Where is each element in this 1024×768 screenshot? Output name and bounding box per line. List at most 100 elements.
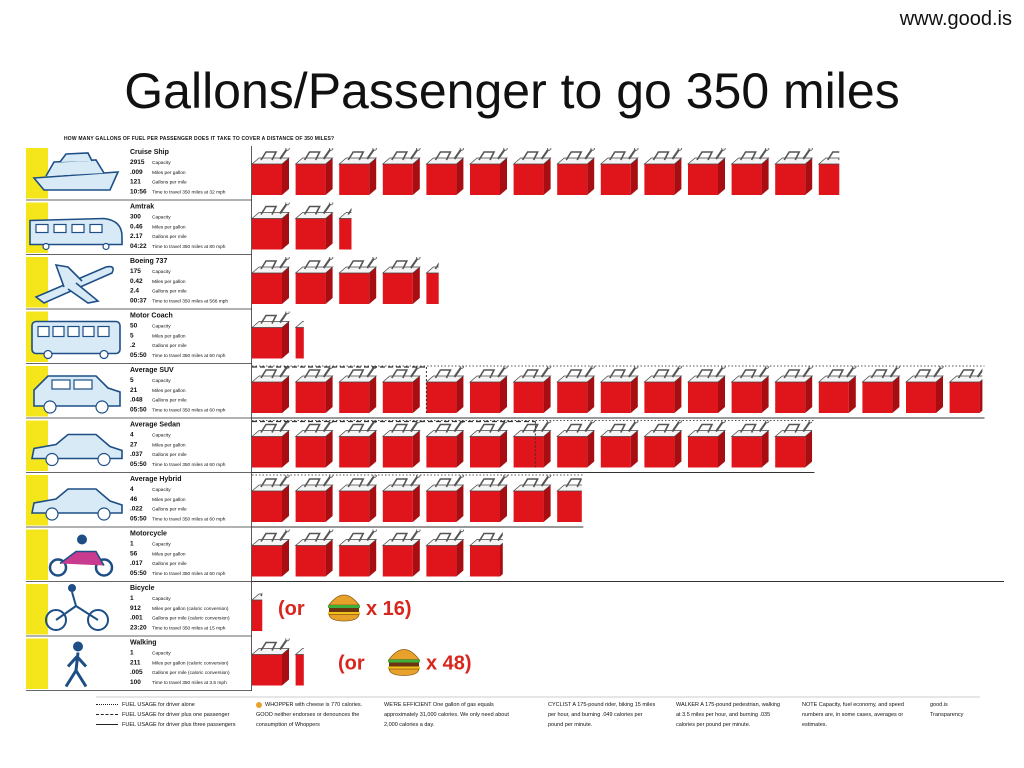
- photo-yellow-band: [26, 148, 48, 199]
- stat-label: Time to travel 350 miles at 60 mph: [152, 353, 226, 359]
- can-group: [251, 529, 503, 577]
- gas-can-icon: [556, 478, 582, 522]
- gas-can-icon: [294, 257, 334, 304]
- gas-can-icon: [425, 475, 465, 522]
- stat-label: Time to travel 350 miles at 3.5 mph: [152, 680, 227, 686]
- stat-value: 5: [130, 377, 134, 384]
- gas-can-icon: [556, 366, 596, 413]
- row-title: Bicycle: [130, 585, 155, 592]
- gas-can-icon: [338, 529, 378, 577]
- chart-subtitle: HOW MANY GALLONS OF FUEL PER PASSENGER D…: [64, 136, 335, 142]
- row-photo: [26, 529, 126, 580]
- photo-yellow-band: [26, 638, 48, 689]
- stat-value: 50: [130, 323, 138, 330]
- chart-footer: FUEL USAGE for driver alone FUEL USAGE f…: [96, 700, 976, 744]
- burger-comparison: (or x 48): [338, 649, 472, 676]
- stat-value: .005: [130, 669, 143, 676]
- gas-can-icon: [599, 366, 639, 413]
- stat-value: 4: [130, 486, 134, 493]
- stat-label: Miles per gallon: [152, 551, 186, 557]
- stat-value: .037: [130, 451, 143, 458]
- gas-can-icon: [338, 420, 378, 468]
- stat-value: 10:56: [130, 188, 147, 195]
- gas-can-icon: [338, 148, 378, 195]
- stat-label: Gallons per mile: [152, 507, 187, 513]
- stat-value: 05:50: [130, 515, 147, 522]
- stat-value: .048: [130, 397, 143, 404]
- stat-label: Gallons per mile: [152, 234, 187, 240]
- gas-can-icon: [294, 475, 334, 522]
- row-average-hybrid: Average Hybrid 4 Capacity 46 Miles per gallo…: [26, 474, 584, 528]
- row-photo: [26, 311, 126, 362]
- row-title: Cruise Ship: [130, 149, 169, 156]
- gas-can-icon: [599, 148, 639, 195]
- stat-label: Miles per gallon: [152, 333, 186, 339]
- stat-value: 1: [130, 541, 134, 548]
- stat-value: 46: [130, 496, 138, 503]
- stat-value: .2: [130, 342, 136, 349]
- legend-item-solid: FUEL USAGE for driver plus three passeng…: [96, 720, 266, 730]
- stat-value: 2.4: [130, 288, 139, 295]
- can-group: [251, 592, 263, 631]
- row-title: Average SUV: [130, 367, 174, 374]
- gas-can-icon: [338, 207, 352, 250]
- motorcycle-icon: [48, 534, 114, 577]
- motor-coach-icon: [31, 320, 121, 360]
- gas-can-icon: [512, 420, 552, 468]
- legend-item-dashed: FUEL USAGE for driver plus one passenger: [96, 710, 266, 720]
- gas-can-icon: [512, 148, 552, 195]
- row-photo: [26, 475, 126, 526]
- gas-can-icon: [425, 529, 465, 577]
- boeing-737-icon: [34, 263, 114, 304]
- row-motorcycle: Motorcycle 1 Capacity 56 Miles per gallon .01…: [26, 529, 1004, 582]
- stat-value: 211: [130, 659, 141, 666]
- stat-label: Capacity: [152, 542, 171, 548]
- watermark: www.good.is: [899, 8, 1012, 30]
- row-photo: [26, 420, 126, 471]
- gas-can-icon: [294, 366, 334, 413]
- can-group: [251, 638, 304, 686]
- gas-can-icon: [730, 366, 770, 413]
- stat-value: 23:20: [130, 624, 147, 631]
- row-title: Average Sedan: [130, 422, 180, 429]
- stat-label: Time to travel 350 miles at 32 mph: [152, 189, 226, 195]
- stat-value: 04:22: [130, 243, 147, 250]
- stat-value: 121: [130, 179, 141, 186]
- footer-efficient-note: WE'RE EFFICIENT One gallon of gas equals…: [384, 702, 509, 728]
- stat-value: 21: [130, 387, 138, 394]
- stat-value: .017: [130, 560, 143, 567]
- can-group: [251, 366, 983, 413]
- row-bicycle: Bicycle 1 Capacity 912 Miles per gallon (cal…: [26, 584, 412, 637]
- gas-can-icon: [294, 420, 334, 468]
- gas-can-icon: [774, 148, 814, 195]
- gas-can-icon: [294, 321, 304, 359]
- stat-label: Miles per gallon: [152, 279, 186, 285]
- stat-value: 05:50: [130, 570, 147, 577]
- can-group: [251, 311, 304, 359]
- gas-can-icon: [469, 475, 508, 522]
- average-suv-icon: [33, 375, 121, 414]
- photo-yellow-band: [26, 529, 48, 580]
- stat-label: Miles per gallon: [152, 497, 186, 503]
- gas-can-icon: [251, 638, 290, 686]
- footer-note: NOTE Capacity, fuel economy, and speed n…: [802, 702, 904, 728]
- burger-icon: [256, 701, 262, 708]
- gas-can-icon: [425, 420, 465, 468]
- row-cruise-ship: Cruise Ship 2915 Capacity .009 Miles per gal…: [26, 148, 840, 201]
- stat-label: Capacity: [152, 215, 171, 221]
- solid-line-icon: [96, 724, 118, 726]
- stat-value: 5: [130, 332, 134, 339]
- row-title: Walking: [130, 640, 157, 647]
- stat-value: 4: [130, 432, 134, 439]
- gas-can-icon: [251, 475, 290, 522]
- stat-value: 05:50: [130, 406, 147, 413]
- footer-whopper-note: WHOPPER with cheese is 770 calories. GOO…: [256, 701, 363, 728]
- stat-value: .001: [130, 615, 143, 622]
- gas-can-icon: [905, 366, 944, 413]
- burger-multiplier: x 48): [426, 653, 472, 675]
- stat-label: Capacity: [152, 433, 171, 439]
- stat-label: Gallons per mile: [152, 452, 187, 458]
- gas-can-icon: [730, 148, 770, 195]
- can-group: [251, 202, 352, 250]
- stat-value: 1: [130, 650, 134, 657]
